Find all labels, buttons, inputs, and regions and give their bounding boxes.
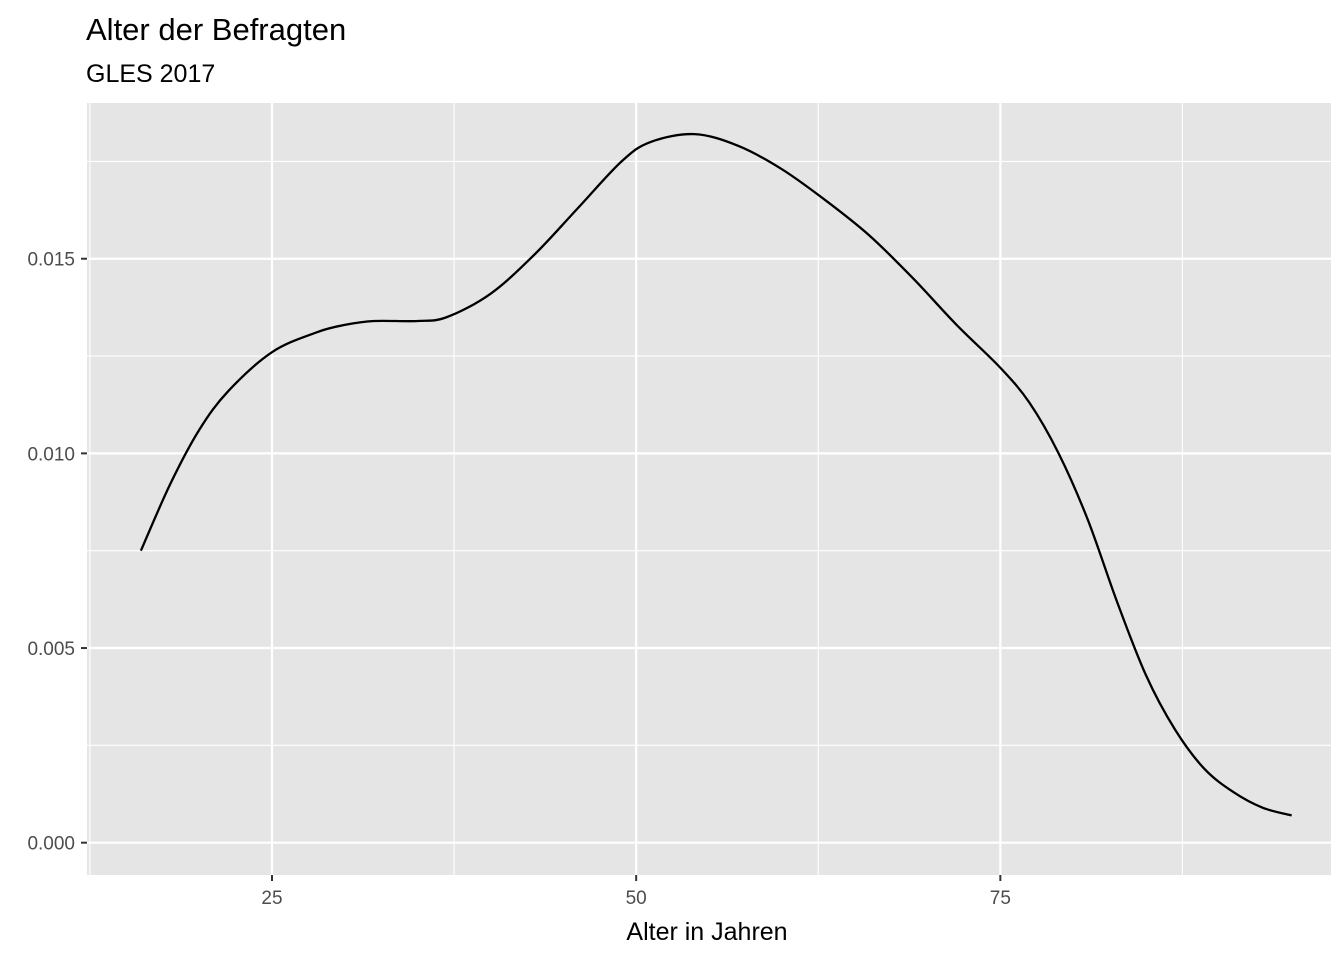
y-tick-label: 0.010 — [27, 444, 75, 465]
x-axis-tick-labels: 25 50 75 — [261, 888, 1010, 909]
x-tick-label: 25 — [261, 888, 282, 909]
plot-panel — [87, 103, 1331, 875]
x-axis-label: Alter in Jahren — [626, 918, 787, 946]
y-axis-tick-labels: 0.000 0.005 0.010 0.015 — [27, 250, 75, 855]
chart-subtitle: GLES 2017 — [86, 60, 215, 88]
series-layer — [139, 132, 1292, 817]
grid-major — [87, 103, 1331, 875]
y-tick-label: 0.000 — [27, 834, 75, 855]
grid-minor — [87, 103, 1331, 875]
x-tick-label: 75 — [990, 888, 1011, 909]
axis-ticks — [81, 257, 1002, 881]
y-tick-label: 0.005 — [27, 639, 75, 660]
x-tick-label: 50 — [626, 888, 647, 909]
y-tick-label: 0.015 — [27, 250, 75, 271]
density-line — [139, 132, 1292, 817]
chart-title: Alter der Befragten — [86, 12, 346, 47]
